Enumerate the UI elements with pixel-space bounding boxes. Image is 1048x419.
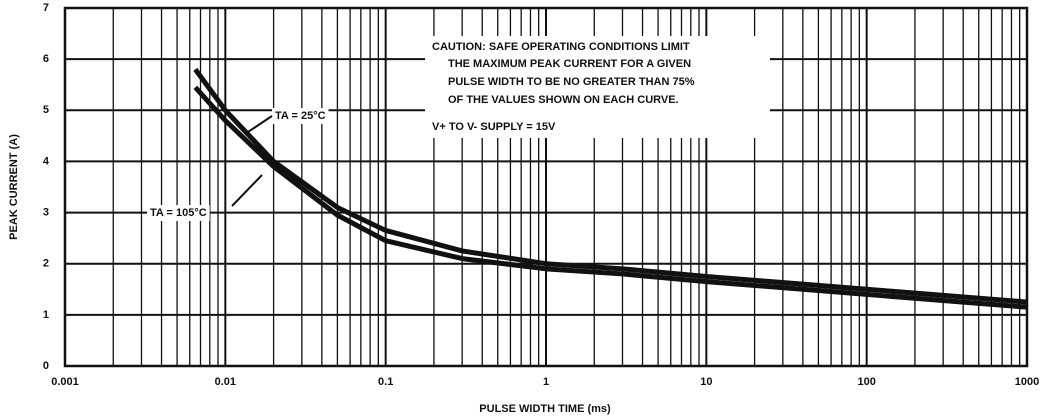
y-tick-label: 5 [43, 104, 49, 116]
label-bg [147, 205, 210, 221]
x-tick-label: 0.1 [378, 376, 393, 388]
x-tick-label: 0.001 [51, 376, 79, 388]
y-tick-label: 3 [43, 206, 49, 218]
plot-frame [63, 6, 1029, 368]
x-axis-label: PULSE WIDTH TIME (ms) [479, 403, 611, 415]
annotation: CAUTION: SAFE OPERATING CONDITIONS LIMIT [432, 41, 690, 53]
y-tick-label: 4 [43, 155, 50, 167]
series-label: TA = 105°C [150, 207, 207, 219]
y-tick-label: 7 [43, 2, 49, 14]
y-tick-label: 0 [43, 360, 49, 372]
x-tick-label: 10 [700, 376, 712, 388]
y-tick-label: 1 [43, 309, 49, 321]
x-tick-label: 1000 [1015, 376, 1039, 388]
line-series [193, 85, 1028, 310]
label-arrow [247, 115, 273, 133]
line-series [193, 67, 1028, 305]
annotation: THE MAXIMUM PEAK CURRENT FOR A GIVEN [448, 58, 691, 70]
x-tick-label: 100 [857, 376, 875, 388]
y-tick-label: 2 [43, 258, 49, 270]
label-arrow [231, 174, 263, 207]
annotation: PULSE WIDTH TO BE NO GREATER THAN 75% [448, 76, 695, 88]
annotation: V+ TO V- SUPPLY = 15V [432, 121, 556, 133]
label-bg [272, 108, 329, 124]
annotation-box [425, 36, 770, 138]
x-tick-label: 1 [543, 376, 549, 388]
annotation: OF THE VALUES SHOWN ON EACH CURVE. [448, 94, 679, 106]
x-tick-label: 0.01 [215, 376, 236, 388]
y-axis-label: PEAK CURRENT (A) [8, 134, 20, 240]
y-tick-label: 6 [43, 53, 49, 65]
series-label: TA = 25°C [275, 110, 326, 122]
